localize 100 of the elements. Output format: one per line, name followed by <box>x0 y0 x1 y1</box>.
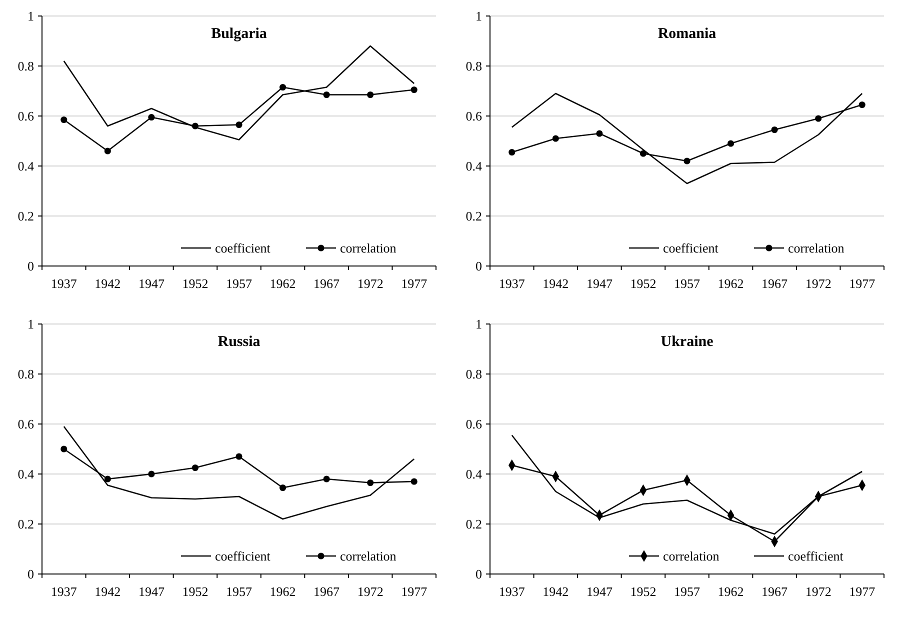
point <box>236 121 242 128</box>
x-tick-label: 1937 <box>498 276 526 291</box>
x-tick-label: 1952 <box>630 584 656 599</box>
x-tick-label: 1972 <box>357 584 384 599</box>
y-tick-label: 0.4 <box>18 466 34 482</box>
x-tick-label: 1952 <box>182 584 208 599</box>
x-tick-label: 1937 <box>498 584 526 599</box>
x-tick-label: 1962 <box>718 584 744 599</box>
x-tick-label: 1957 <box>674 276 700 291</box>
x-tick-label: 1967 <box>762 276 788 291</box>
line-series <box>63 426 415 520</box>
x-tick-label: 1962 <box>718 276 744 291</box>
x-tick-label: 1952 <box>630 276 656 291</box>
point <box>410 86 418 94</box>
y-tick-label: 0.6 <box>18 108 34 124</box>
point <box>104 476 111 482</box>
x-tick-label: 1942 <box>94 276 121 291</box>
y-tick-label: 0.8 <box>18 58 34 74</box>
y-tick-label: 1 <box>28 316 34 332</box>
x-tick-label: 1967 <box>762 584 788 599</box>
legend-label: correlation <box>788 240 845 256</box>
point <box>279 84 286 91</box>
x-tick-label: 1972 <box>805 584 832 599</box>
x-tick-label: 1967 <box>314 276 340 291</box>
point <box>815 115 822 122</box>
point <box>727 140 734 147</box>
point <box>684 158 690 164</box>
x-tick-label: 1957 <box>226 584 252 599</box>
x-tick-label: 1957 <box>674 584 700 599</box>
x-tick-label: 1977 <box>849 276 876 291</box>
point <box>508 148 516 156</box>
point <box>771 126 778 134</box>
x-tick-label: 1942 <box>542 584 569 599</box>
legend-label: correlation <box>340 240 397 256</box>
point <box>552 135 559 142</box>
x-tick-label: 1977 <box>401 584 428 599</box>
y-tick-label: 0 <box>476 566 482 582</box>
text: Ukraine <box>660 334 714 350</box>
x-tick-label: 1952 <box>182 276 208 291</box>
y-tick-label: 1 <box>476 316 482 332</box>
y-tick-label: 0.2 <box>466 516 482 532</box>
x-tick-label: 1967 <box>314 584 340 599</box>
legend-label: correlation <box>340 548 397 564</box>
legend-label: coefficient <box>215 548 271 564</box>
y-tick-label: 0 <box>28 258 34 274</box>
point <box>640 150 647 157</box>
point <box>367 479 374 486</box>
x-tick-label: 1962 <box>270 584 296 599</box>
x-tick-label: 1947 <box>138 584 165 599</box>
point <box>104 148 111 154</box>
y-tick-label: 0.6 <box>466 108 482 124</box>
x-tick-label: 1947 <box>138 276 165 291</box>
y-tick-label: 0.2 <box>18 208 34 224</box>
x-tick-label: 1942 <box>542 276 569 291</box>
point <box>323 91 330 98</box>
point <box>148 470 155 478</box>
x-tick-label: 1957 <box>226 276 252 291</box>
x-tick-label: 1977 <box>849 584 876 599</box>
point <box>192 122 199 130</box>
y-tick-label: 0.4 <box>466 158 482 174</box>
line-series <box>511 92 863 184</box>
legend-label: correlation <box>663 548 720 564</box>
point <box>410 478 418 485</box>
legend-label: coefficient <box>215 240 271 256</box>
y-tick-label: 0.8 <box>466 58 482 74</box>
point <box>60 116 68 124</box>
y-tick-label: 0 <box>476 258 482 274</box>
point <box>279 484 286 492</box>
text: Russia <box>218 334 261 350</box>
legend-label: coefficient <box>663 240 719 256</box>
y-tick-label: 0.4 <box>18 158 34 174</box>
x-tick-label: 1947 <box>586 276 613 291</box>
y-tick-label: 0.8 <box>466 366 482 382</box>
point <box>858 101 866 108</box>
x-tick-label: 1937 <box>50 584 78 599</box>
y-tick-label: 0.6 <box>18 416 34 432</box>
x-tick-label: 1972 <box>805 276 832 291</box>
y-tick-label: 0.8 <box>18 366 34 382</box>
point <box>60 446 68 452</box>
point <box>148 114 155 121</box>
x-tick-label: 1972 <box>357 276 384 291</box>
x-tick-label: 1942 <box>94 584 121 599</box>
point <box>236 453 242 460</box>
text: Romania <box>658 26 717 42</box>
y-tick-label: 0 <box>28 566 34 582</box>
y-tick-label: 0.6 <box>466 416 482 432</box>
point <box>596 130 603 137</box>
x-tick-label: 1947 <box>586 584 613 599</box>
x-tick-label: 1977 <box>401 276 428 291</box>
point <box>323 476 330 482</box>
y-tick-label: 0.4 <box>466 466 482 482</box>
text: Bulgaria <box>211 26 268 42</box>
x-tick-label: 1962 <box>270 276 296 291</box>
point <box>192 464 199 472</box>
y-tick-label: 0.2 <box>18 516 34 532</box>
legend-label: coefficient <box>788 548 844 564</box>
y-tick-label: 1 <box>476 8 482 24</box>
point <box>367 91 374 98</box>
x-tick-label: 1937 <box>50 276 78 291</box>
y-tick-label: 0.2 <box>466 208 482 224</box>
